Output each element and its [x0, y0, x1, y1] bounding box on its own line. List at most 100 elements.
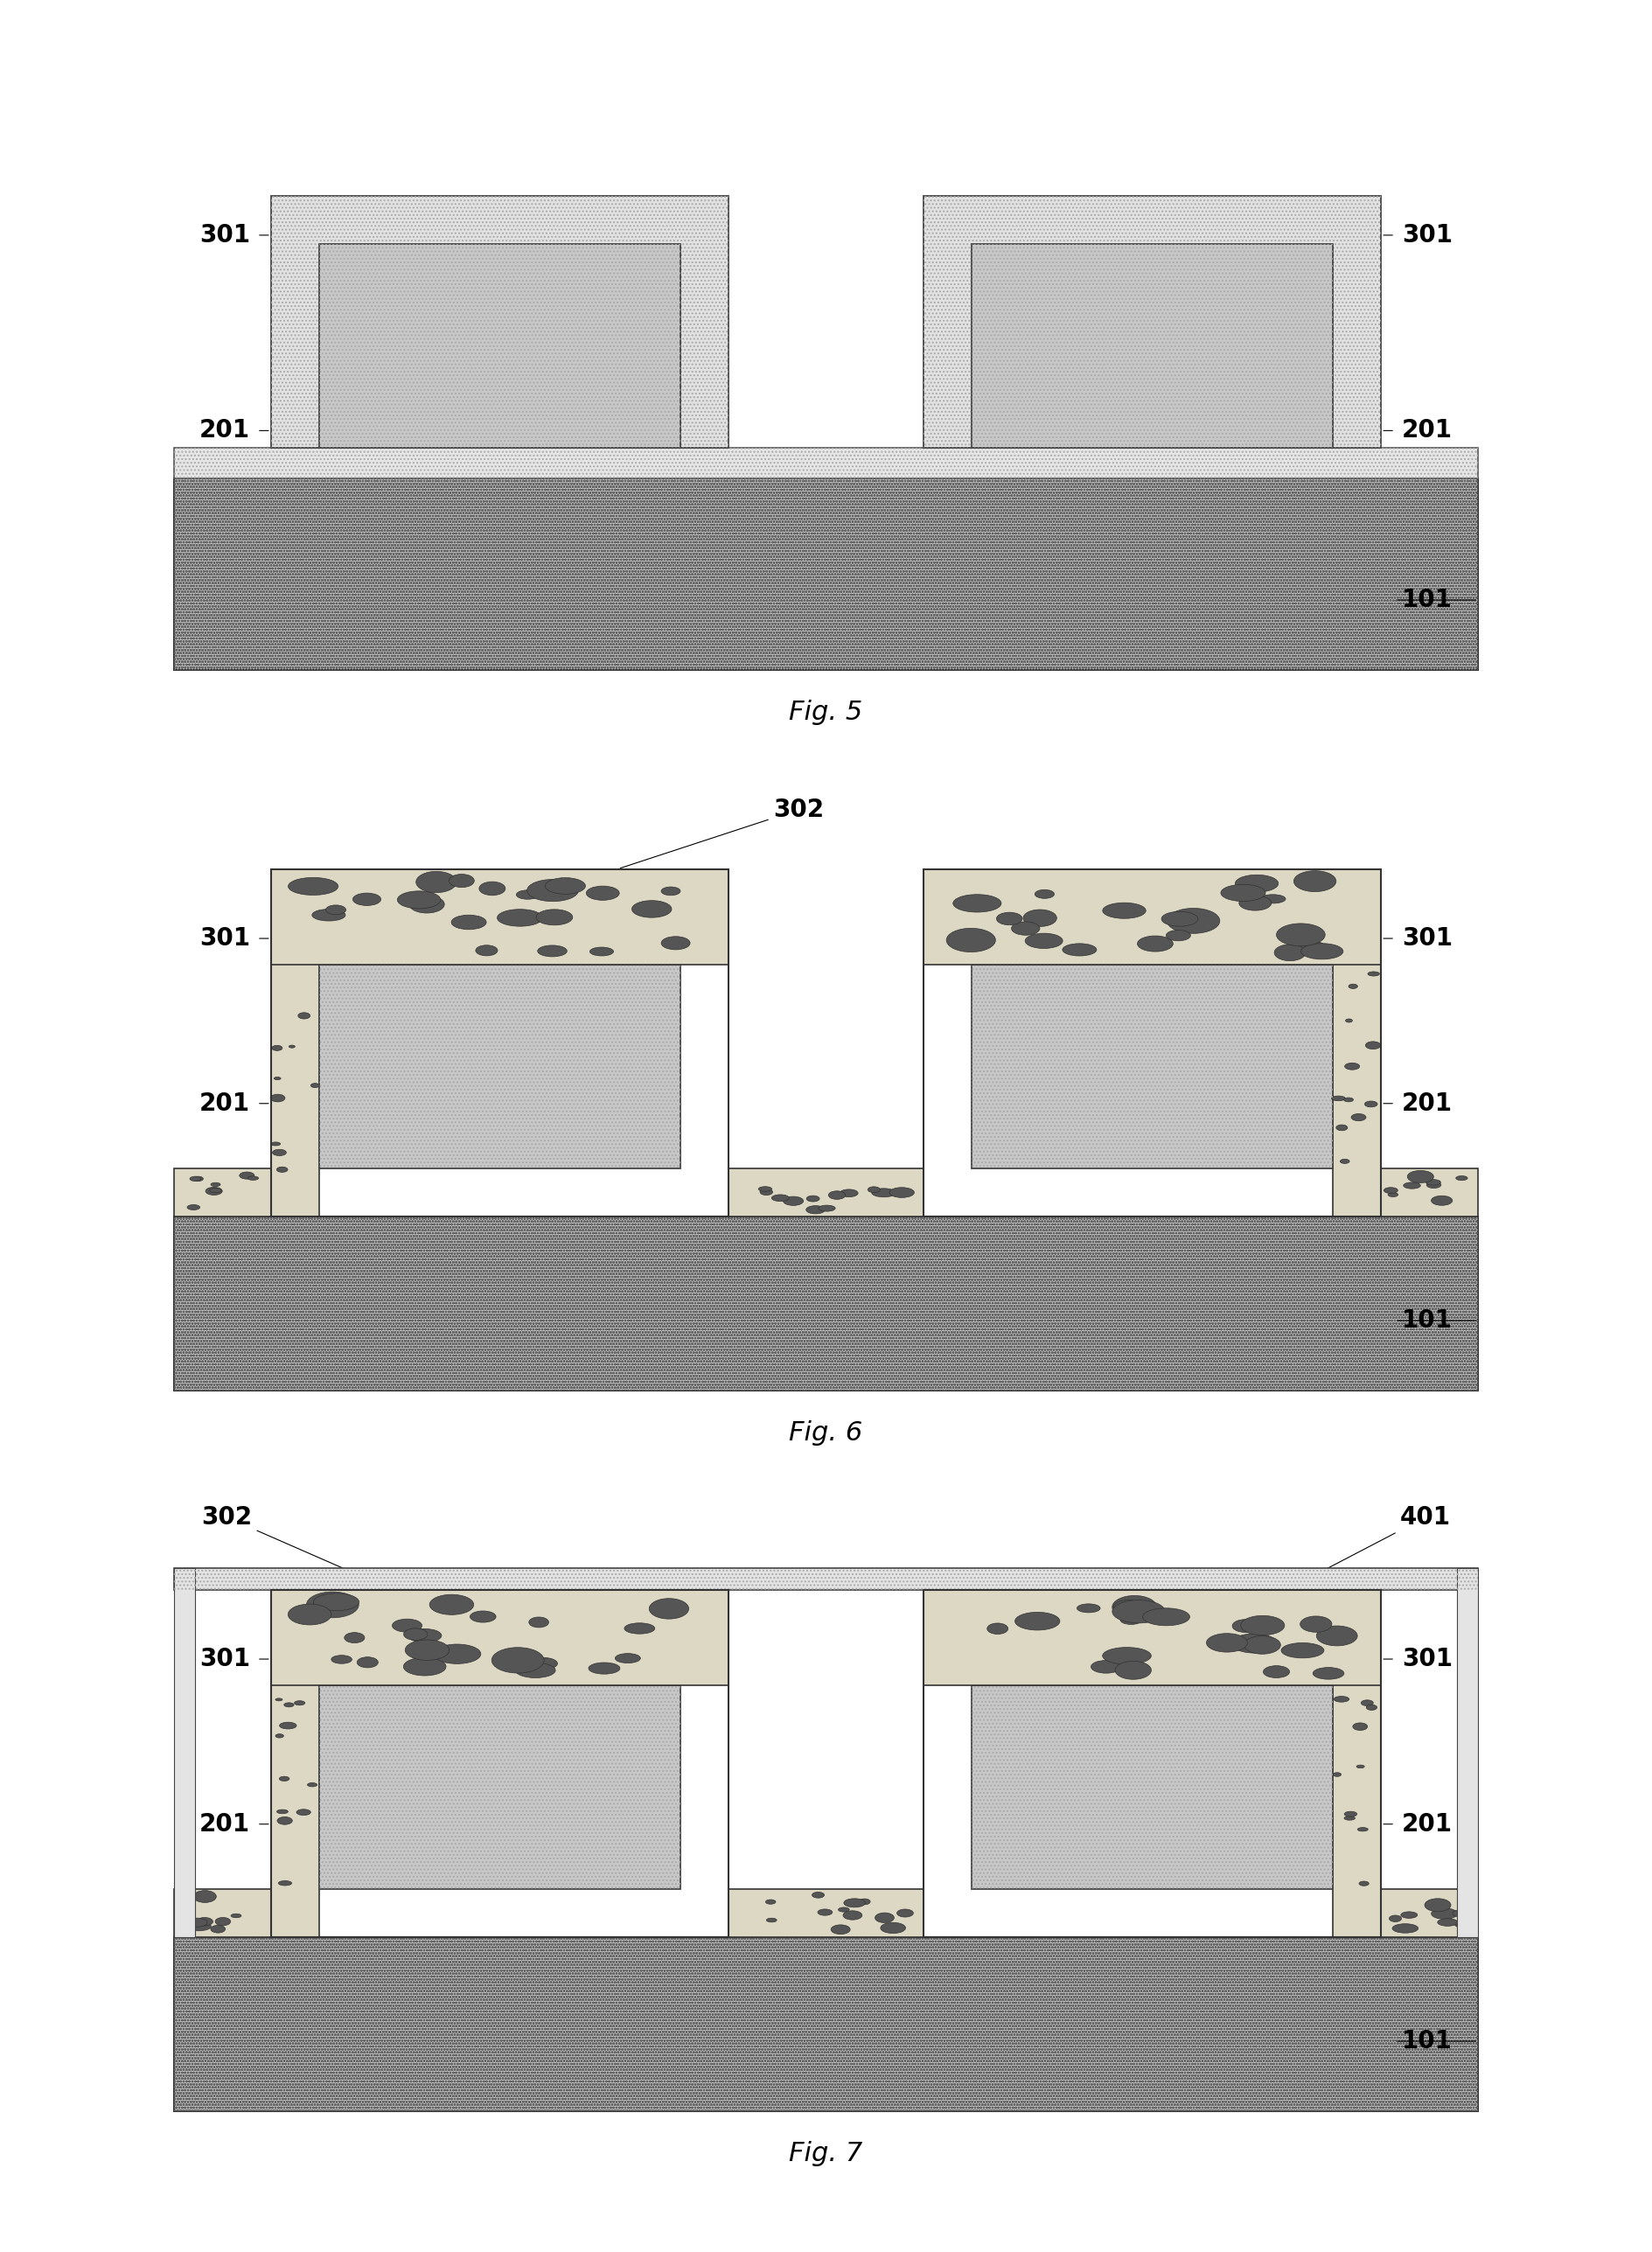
Ellipse shape	[661, 937, 691, 950]
Ellipse shape	[649, 1599, 689, 1619]
Ellipse shape	[211, 1182, 220, 1187]
Bar	[729, 1889, 923, 1937]
Ellipse shape	[828, 1191, 846, 1200]
Bar	[173, 1937, 1479, 2110]
Ellipse shape	[1112, 1597, 1156, 1619]
Ellipse shape	[1424, 1898, 1450, 1912]
Ellipse shape	[1408, 1171, 1434, 1182]
Ellipse shape	[1115, 1662, 1151, 1680]
Ellipse shape	[403, 1657, 446, 1675]
Ellipse shape	[294, 1700, 306, 1705]
Ellipse shape	[1455, 1921, 1465, 1928]
Ellipse shape	[661, 887, 681, 896]
Ellipse shape	[1366, 1040, 1381, 1049]
Ellipse shape	[1353, 1723, 1368, 1730]
Ellipse shape	[1244, 1635, 1280, 1653]
Ellipse shape	[291, 1662, 306, 1669]
Ellipse shape	[1011, 921, 1039, 935]
Ellipse shape	[1455, 1176, 1467, 1180]
Text: 101: 101	[1403, 588, 1452, 613]
Ellipse shape	[301, 957, 311, 962]
Ellipse shape	[314, 1594, 358, 1610]
Ellipse shape	[1345, 1811, 1356, 1817]
Ellipse shape	[765, 1901, 776, 1905]
Text: 201: 201	[200, 1813, 249, 1835]
Ellipse shape	[806, 1205, 824, 1214]
Ellipse shape	[813, 1892, 824, 1898]
Ellipse shape	[1062, 944, 1097, 955]
Ellipse shape	[545, 878, 585, 894]
Ellipse shape	[758, 1187, 771, 1191]
Text: 201: 201	[1403, 1092, 1452, 1115]
Ellipse shape	[839, 1189, 857, 1196]
Text: 201: 201	[200, 1092, 249, 1115]
Bar	[319, 243, 681, 448]
Bar	[923, 196, 1381, 448]
Ellipse shape	[1365, 1101, 1378, 1108]
Ellipse shape	[276, 1734, 284, 1739]
Ellipse shape	[476, 946, 497, 955]
Ellipse shape	[767, 1919, 776, 1923]
Ellipse shape	[1023, 910, 1057, 926]
Ellipse shape	[1384, 1187, 1398, 1194]
Bar	[1381, 1169, 1479, 1216]
Bar	[173, 477, 1479, 669]
Text: 201: 201	[200, 419, 249, 444]
Ellipse shape	[1277, 923, 1325, 946]
Ellipse shape	[408, 1628, 441, 1642]
Ellipse shape	[1366, 1705, 1378, 1709]
Ellipse shape	[1102, 1646, 1151, 1664]
Ellipse shape	[1125, 1601, 1158, 1615]
Ellipse shape	[187, 1919, 206, 1928]
Ellipse shape	[515, 1662, 555, 1678]
Ellipse shape	[190, 1176, 202, 1180]
Ellipse shape	[479, 883, 506, 896]
Ellipse shape	[872, 1189, 895, 1198]
Ellipse shape	[529, 1657, 557, 1669]
Ellipse shape	[1166, 908, 1219, 932]
Ellipse shape	[1294, 872, 1336, 892]
Ellipse shape	[1401, 1912, 1417, 1919]
Ellipse shape	[357, 1657, 378, 1669]
Ellipse shape	[279, 1723, 296, 1730]
Ellipse shape	[859, 1898, 871, 1905]
Ellipse shape	[205, 1187, 223, 1196]
Ellipse shape	[1336, 1124, 1348, 1131]
Bar	[1333, 1590, 1381, 1937]
Ellipse shape	[1090, 1660, 1122, 1673]
Bar	[923, 196, 1381, 448]
Ellipse shape	[193, 1176, 203, 1180]
Ellipse shape	[1313, 1666, 1345, 1680]
Ellipse shape	[1102, 903, 1146, 919]
Bar	[971, 243, 1333, 448]
Ellipse shape	[325, 905, 345, 914]
Bar	[173, 477, 1479, 669]
Bar	[271, 196, 729, 448]
Ellipse shape	[1388, 1194, 1398, 1196]
Ellipse shape	[344, 1633, 365, 1644]
Ellipse shape	[537, 946, 567, 957]
Ellipse shape	[1143, 1608, 1189, 1626]
Ellipse shape	[1389, 1914, 1401, 1921]
Ellipse shape	[1274, 944, 1305, 962]
Ellipse shape	[306, 948, 320, 953]
Bar	[173, 1567, 1479, 1590]
Ellipse shape	[1333, 1772, 1341, 1777]
Ellipse shape	[1232, 1619, 1259, 1633]
Bar	[319, 964, 681, 1169]
Ellipse shape	[311, 1083, 319, 1088]
Text: 301: 301	[1403, 1646, 1452, 1671]
Ellipse shape	[1427, 1182, 1441, 1189]
Bar	[319, 1684, 681, 1889]
Ellipse shape	[1343, 1097, 1353, 1101]
Ellipse shape	[240, 1171, 254, 1180]
Ellipse shape	[271, 1094, 286, 1101]
Ellipse shape	[1341, 1648, 1355, 1655]
Bar	[923, 869, 1381, 964]
Bar	[271, 1590, 729, 1937]
Ellipse shape	[831, 1925, 851, 1934]
Ellipse shape	[1437, 1919, 1457, 1925]
Ellipse shape	[760, 1189, 773, 1196]
Ellipse shape	[1077, 1603, 1100, 1612]
Ellipse shape	[1113, 1601, 1143, 1612]
